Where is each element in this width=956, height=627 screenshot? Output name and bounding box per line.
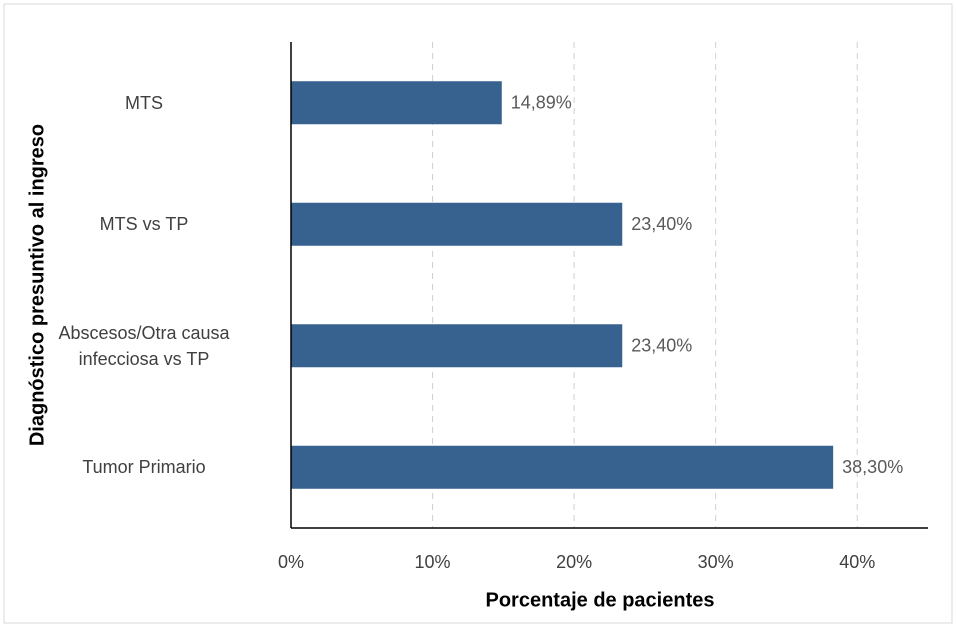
- y-axis-title: Diagnóstico presuntivo al ingreso: [26, 124, 48, 446]
- bar: [291, 324, 623, 368]
- data-label: 23,40%: [631, 336, 692, 356]
- y-tick-label: Abscesos/Otra causa infecciosa vs TP: [58, 322, 230, 369]
- data-label: 14,89%: [511, 93, 572, 113]
- x-axis-title: Porcentaje de pacientes: [486, 589, 715, 611]
- bar: [291, 445, 834, 489]
- x-tick-label: 30%: [698, 552, 734, 572]
- y-tick-label: Tumor Primario: [82, 457, 206, 478]
- x-tick-label: 0%: [278, 552, 304, 572]
- chart-border: [3, 3, 953, 624]
- y-tick-label: MTS vs TP: [99, 214, 189, 235]
- bar: [291, 202, 623, 246]
- x-tick-label: 10%: [415, 552, 451, 572]
- x-tick-label: 20%: [556, 552, 592, 572]
- x-tick-label: 40%: [839, 552, 875, 572]
- data-label: 38,30%: [842, 457, 903, 477]
- bar: [291, 81, 502, 125]
- y-tick-label: MTS: [125, 92, 163, 113]
- data-label: 23,40%: [631, 214, 692, 234]
